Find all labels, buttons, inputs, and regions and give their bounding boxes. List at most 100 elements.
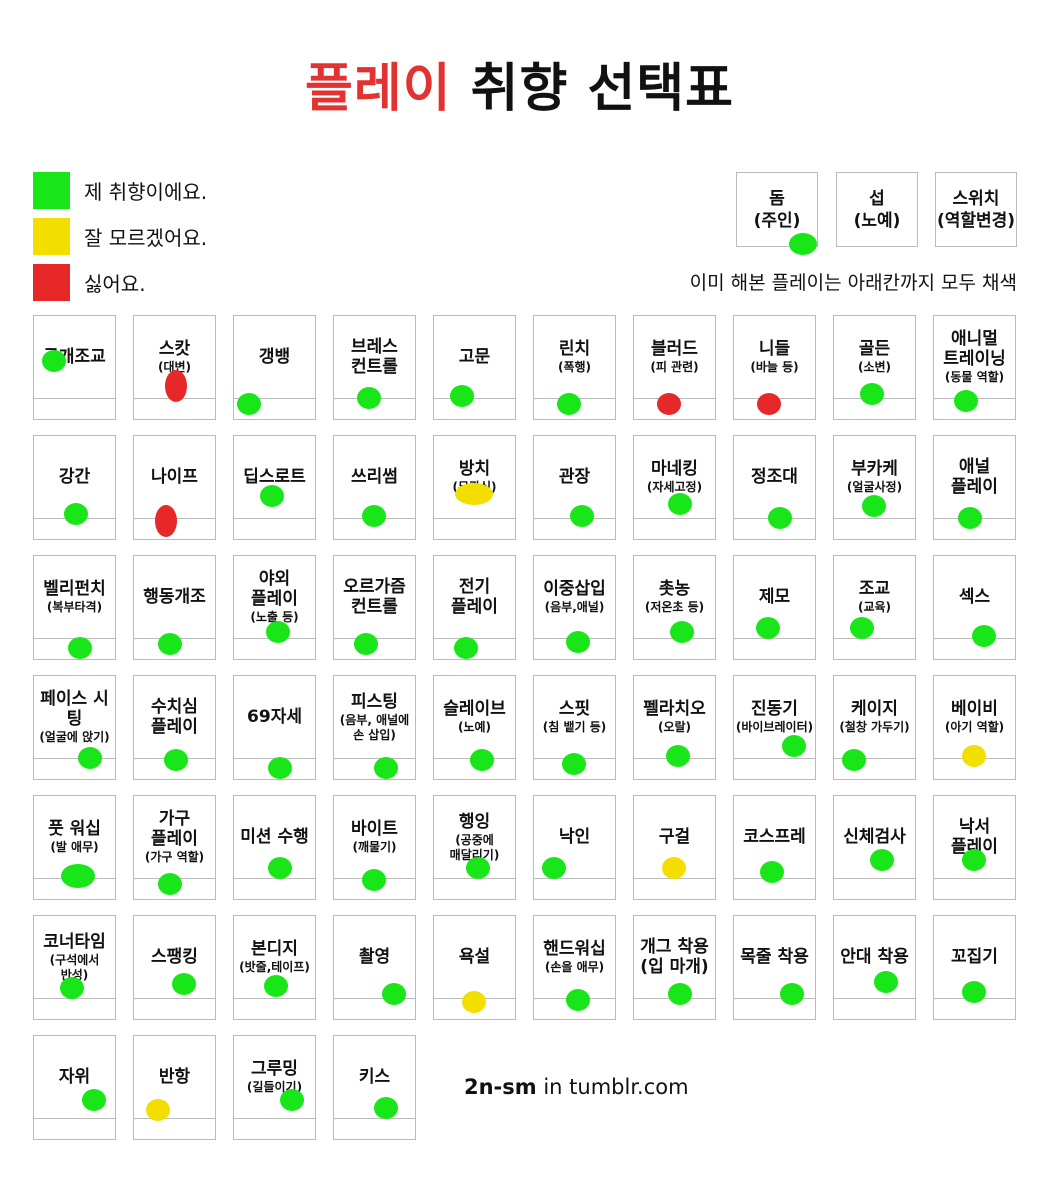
green-swatch <box>33 172 70 209</box>
experience-divider <box>234 878 315 879</box>
play-cell[interactable]: 전기 플레이 <box>433 555 516 660</box>
play-cell[interactable]: 욕설 <box>433 915 516 1020</box>
cell-label-area: 오르가즘 컨트롤 <box>334 556 415 638</box>
role-box-switch[interactable]: 스위치 (역할변경) <box>935 172 1017 247</box>
play-description: (바늘 등) <box>750 360 799 374</box>
play-cell[interactable]: 벨리펀치 (복부타격) <box>33 555 116 660</box>
cell-label-area: 제모 <box>734 556 815 638</box>
play-name: 오르가즘 컨트롤 <box>343 577 406 617</box>
play-cell[interactable]: 개그 착용 (입 마개) <box>633 915 716 1020</box>
play-cell[interactable]: 딥스로트 <box>233 435 316 540</box>
play-cell[interactable]: 제모 <box>733 555 816 660</box>
play-name: 갱뱅 <box>258 347 291 367</box>
play-cell[interactable]: 펠라치오 (오랄) <box>633 675 716 780</box>
green-mark <box>666 745 690 767</box>
play-cell[interactable]: 섹스 <box>933 555 1016 660</box>
role-box-sub[interactable]: 섭 (노예) <box>836 172 918 247</box>
play-cell[interactable]: 피스팅 (음부, 애널에 손 삽입) <box>333 675 416 780</box>
play-cell[interactable]: 정조대 <box>733 435 816 540</box>
green-mark <box>362 505 386 527</box>
play-cell[interactable]: 바이트 (깨물기) <box>333 795 416 900</box>
play-name: 반항 <box>158 1067 191 1087</box>
play-cell[interactable]: 안대 착용 <box>833 915 916 1020</box>
experience-divider <box>334 998 415 999</box>
play-name: 스핏 <box>558 699 591 719</box>
play-cell[interactable]: 행동개조 <box>133 555 216 660</box>
play-cell[interactable]: 풋 워십 (발 애무) <box>33 795 116 900</box>
play-cell[interactable]: 코너타임 (구석에서 반성) <box>33 915 116 1020</box>
green-mark <box>237 393 261 415</box>
play-cell[interactable]: 공개조교 <box>33 315 116 420</box>
play-cell[interactable]: 낙서 플레이 <box>933 795 1016 900</box>
play-cell[interactable]: 베이비 (아기 역할) <box>933 675 1016 780</box>
play-cell[interactable]: 핸드워십 (손을 애무) <box>533 915 616 1020</box>
play-cell[interactable]: 스캇 (대변) <box>133 315 216 420</box>
cell-label-area: 강간 <box>34 436 115 518</box>
play-cell[interactable]: 방치(무관심) <box>433 435 516 540</box>
play-name: 개그 착용 (입 마개) <box>640 937 709 977</box>
play-cell[interactable]: 갱뱅 <box>233 315 316 420</box>
green-mark <box>42 350 66 372</box>
play-name: 방치 <box>458 459 491 479</box>
selection-mark <box>789 233 817 255</box>
play-cell[interactable]: 자위 <box>33 1035 116 1140</box>
play-cell[interactable]: 애널 플레이 <box>933 435 1016 540</box>
play-cell[interactable]: 오르가즘 컨트롤 <box>333 555 416 660</box>
green-mark <box>268 757 292 779</box>
play-cell[interactable]: 행잉 (공중에 매달리기) <box>433 795 516 900</box>
play-cell[interactable]: 슬레이브 (노예) <box>433 675 516 780</box>
play-cell[interactable]: 조교 (교육) <box>833 555 916 660</box>
green-mark <box>542 857 566 879</box>
play-cell[interactable]: 구걸 <box>633 795 716 900</box>
green-mark <box>374 1097 398 1119</box>
play-cell[interactable]: 꼬집기 <box>933 915 1016 1020</box>
play-cell[interactable]: 마네킹 (자세고정) <box>633 435 716 540</box>
play-cell[interactable]: 반항 <box>133 1035 216 1140</box>
play-cell[interactable]: 블러드 (피 관련) <box>633 315 716 420</box>
cell-label-area: 행잉 (공중에 매달리기) <box>434 796 515 878</box>
play-cell[interactable]: 나이프 <box>133 435 216 540</box>
play-cell[interactable]: 69자세 <box>233 675 316 780</box>
play-name: 섹스 <box>958 587 991 607</box>
play-cell[interactable]: 강간 <box>33 435 116 540</box>
page-title: 플레이 취향 선택표 <box>0 46 1039 121</box>
role-box-dom[interactable]: 돔 (주인) <box>736 172 818 255</box>
play-cell[interactable]: 니들 (바늘 등) <box>733 315 816 420</box>
play-cell[interactable]: 부카케 (얼굴사정) <box>833 435 916 540</box>
play-cell[interactable]: 고문 <box>433 315 516 420</box>
play-description: (소변) <box>857 360 892 374</box>
play-cell[interactable]: 그루밍 (길들이기) <box>233 1035 316 1140</box>
play-cell[interactable]: 신체검사 <box>833 795 916 900</box>
play-cell[interactable]: 키스 <box>333 1035 416 1140</box>
green-mark <box>782 735 806 757</box>
play-cell[interactable]: 이중삽입 (음부,애널) <box>533 555 616 660</box>
play-cell[interactable]: 스팽킹 <box>133 915 216 1020</box>
play-cell[interactable]: 야외 플레이 (노출 등) <box>233 555 316 660</box>
play-cell[interactable]: 목줄 착용 <box>733 915 816 1020</box>
play-cell[interactable]: 낙인 <box>533 795 616 900</box>
play-cell[interactable]: 가구 플레이 (가구 역할) <box>133 795 216 900</box>
play-cell[interactable]: 촛농 (저온초 등) <box>633 555 716 660</box>
play-cell[interactable]: 페이스 시팅 (얼굴에 앉기) <box>33 675 116 780</box>
play-cell[interactable]: 촬영 <box>333 915 416 1020</box>
legend-item-unsure: 잘 모르겠어요. <box>33 218 207 255</box>
play-cell[interactable]: 쓰리썸 <box>333 435 416 540</box>
play-cell[interactable]: 진동기 (바이브레이터) <box>733 675 816 780</box>
play-cell[interactable]: 케이지 (철창 가두기) <box>833 675 916 780</box>
experience-divider <box>634 518 715 519</box>
play-cell[interactable]: 수치심 플레이 <box>133 675 216 780</box>
play-description: (침 뱉기 등) <box>542 720 607 734</box>
experience-divider <box>434 398 515 399</box>
play-cell[interactable]: 코스프레 <box>733 795 816 900</box>
play-cell[interactable]: 브레스 컨트롤 <box>333 315 416 420</box>
play-name: 진동기 <box>751 699 798 719</box>
play-cell[interactable]: 린치 (폭행) <box>533 315 616 420</box>
play-cell[interactable]: 애니멀 트레이닝 (동물 역할) <box>933 315 1016 420</box>
experience-divider <box>134 998 215 999</box>
play-cell[interactable]: 본디지 (밧줄,테이프) <box>233 915 316 1020</box>
green-mark <box>780 983 804 1005</box>
play-cell[interactable]: 미션 수행 <box>233 795 316 900</box>
play-cell[interactable]: 골든 (소변) <box>833 315 916 420</box>
play-cell[interactable]: 스핏 (침 뱉기 등) <box>533 675 616 780</box>
play-cell[interactable]: 관장 <box>533 435 616 540</box>
